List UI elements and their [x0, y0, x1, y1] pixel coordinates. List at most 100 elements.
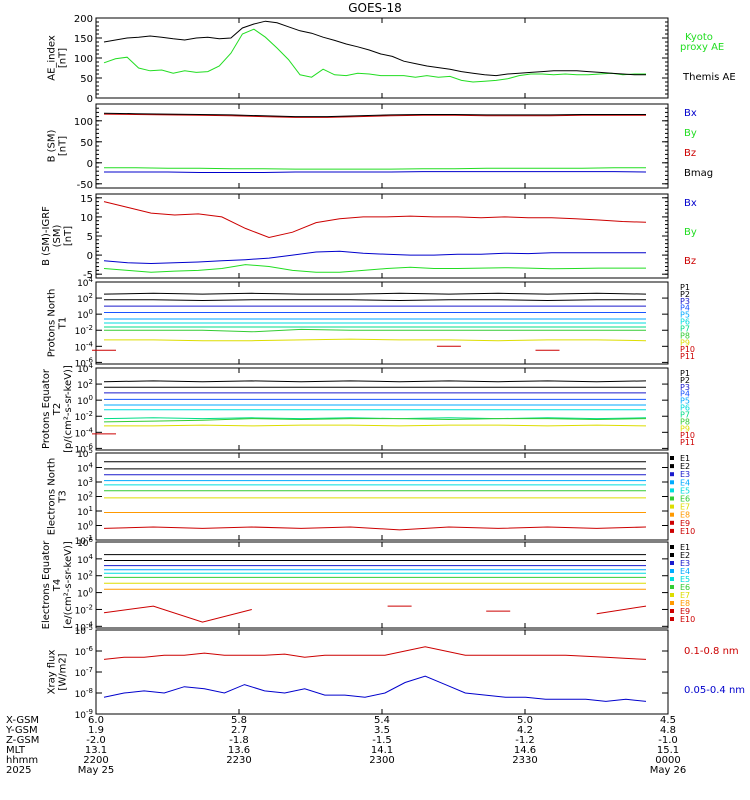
x-col-value: May 25 [78, 765, 115, 776]
series-line-p10 [92, 345, 560, 351]
x-col-value: 2230 [226, 755, 251, 766]
x-col-value: 3.5 [374, 725, 390, 736]
series-line-p1 [103, 292, 647, 295]
legend-p3: P3 [680, 297, 690, 306]
legend-p6: P6 [680, 404, 690, 413]
legend-kyoto: Kyoto [685, 32, 713, 43]
x-col-value: 0000 [655, 755, 680, 766]
legend-e8: E8 [680, 599, 690, 608]
legend-bx: Bx [684, 108, 697, 119]
legend-swatch [670, 464, 674, 469]
legend-e4: E4 [680, 478, 690, 487]
y-tick-label: 10-6 [75, 645, 94, 658]
legend-e5: E5 [680, 486, 690, 495]
legend-swatch [670, 609, 674, 613]
legend-xray-short: 0.05-0.4 nm [684, 685, 745, 696]
y-tick-label: 100 [77, 520, 93, 533]
y-tick-label: 10-1 [75, 534, 93, 547]
y-tick-label: 15 [80, 194, 93, 205]
legend-p11: P11 [680, 352, 695, 361]
x-col-value: -1.8 [229, 735, 249, 746]
legend-e7: E7 [680, 503, 690, 512]
legend-p2: P2 [680, 376, 690, 385]
y-tick-label: 104 [77, 362, 93, 375]
series-line-bz [103, 201, 647, 239]
legend-swatch [670, 488, 674, 493]
y-axis-label: Electrons EquatorT4[e/(cm²-s-sr-keV)] [41, 540, 74, 630]
x-col-value: 14.1 [371, 745, 393, 756]
y-tick-label: 50 [80, 74, 93, 85]
y-tick-label: 0 [87, 159, 93, 170]
x-row-label-hhmm: hhmm [6, 755, 38, 766]
legend-themis-ae: Themis AE [682, 72, 736, 83]
series-line-by [104, 167, 646, 170]
series-line-bx [103, 250, 646, 265]
legend-swatch [670, 472, 674, 477]
series-line-bmag [103, 112, 646, 118]
y-tick-label: 100 [77, 308, 93, 321]
legend-swatch [670, 561, 674, 565]
legend-swatch [670, 520, 674, 525]
x-col-value: 5.8 [231, 715, 247, 726]
y-tick-label: 10-6 [75, 356, 94, 369]
legend-p1: P1 [680, 283, 690, 292]
y-tick-label: 102 [77, 292, 93, 305]
y-tick-label: 10-2 [75, 324, 93, 337]
chart-title: GOES-18 [348, 1, 402, 15]
y-tick-label: 104 [77, 462, 93, 475]
x-row-label-y-gsm: Y-GSM [5, 725, 38, 736]
legend-by: By [684, 128, 697, 139]
x-col-value: 4.8 [660, 725, 676, 736]
legend-proxy-ae: proxy AE [680, 42, 724, 53]
legend-p4: P4 [680, 304, 690, 313]
legend-swatch [670, 528, 674, 533]
legend-swatch [670, 593, 674, 597]
y-tick-label: 102 [77, 378, 93, 391]
y-tick-label: 103 [77, 476, 93, 489]
legend-p2: P2 [680, 290, 690, 299]
x-col-value: 2200 [83, 755, 108, 766]
y-tick-label: 10-9 [75, 708, 93, 721]
x-col-value: -2.0 [86, 735, 106, 746]
y-tick-label: 10-8 [75, 687, 93, 700]
legend-by: By [684, 227, 697, 238]
series-line-p9 [104, 424, 647, 427]
legend-p5: P5 [680, 397, 690, 406]
legend-bz: Bz [684, 256, 696, 267]
y-tick-label: 10-4 [75, 620, 94, 633]
legend-e9: E9 [680, 519, 690, 528]
series-line-themis-ae [103, 20, 646, 77]
x-col-value: 1.9 [88, 725, 104, 736]
legend-swatch [670, 617, 674, 621]
legend-e3: E3 [680, 559, 690, 568]
legend-e2: E2 [680, 462, 690, 471]
y-tick-label: 102 [77, 570, 93, 583]
y-axis-label: Electrons NorthT3 [47, 458, 69, 535]
y-tick-label: 100 [74, 54, 93, 65]
y-tick-label: 0 [87, 94, 93, 105]
series-line-kyoto-proxy-ae [103, 28, 646, 83]
series-line-p2 [104, 299, 646, 302]
x-col-value: 5.4 [374, 715, 390, 726]
panel-frame [95, 367, 669, 451]
legend-swatch [670, 601, 674, 605]
y-axis-label: B (SM)-IGRF(SM)[nT] [41, 206, 74, 266]
y-tick-label: 105 [77, 447, 93, 460]
series-line-0-05-0-4-nm [103, 675, 647, 702]
legend-e4: E4 [680, 567, 690, 576]
y-tick-label: 200 [74, 14, 93, 25]
x-col-value: 2300 [369, 755, 394, 766]
legend-e6: E6 [680, 583, 690, 592]
x-col-value: 14.6 [514, 745, 536, 756]
legend-swatch [670, 585, 674, 589]
legend-swatch [670, 569, 674, 573]
legend-e6: E6 [680, 495, 690, 504]
y-tick-label: 101 [77, 505, 93, 518]
legend-e1: E1 [680, 543, 690, 552]
legend-e10: E10 [680, 527, 695, 536]
y-tick-label: 10-7 [75, 666, 93, 679]
x-row-label-2025: 2025 [6, 765, 31, 776]
legend-e1: E1 [680, 454, 690, 463]
y-axis-label: Xray flux[W/m2] [47, 650, 69, 695]
